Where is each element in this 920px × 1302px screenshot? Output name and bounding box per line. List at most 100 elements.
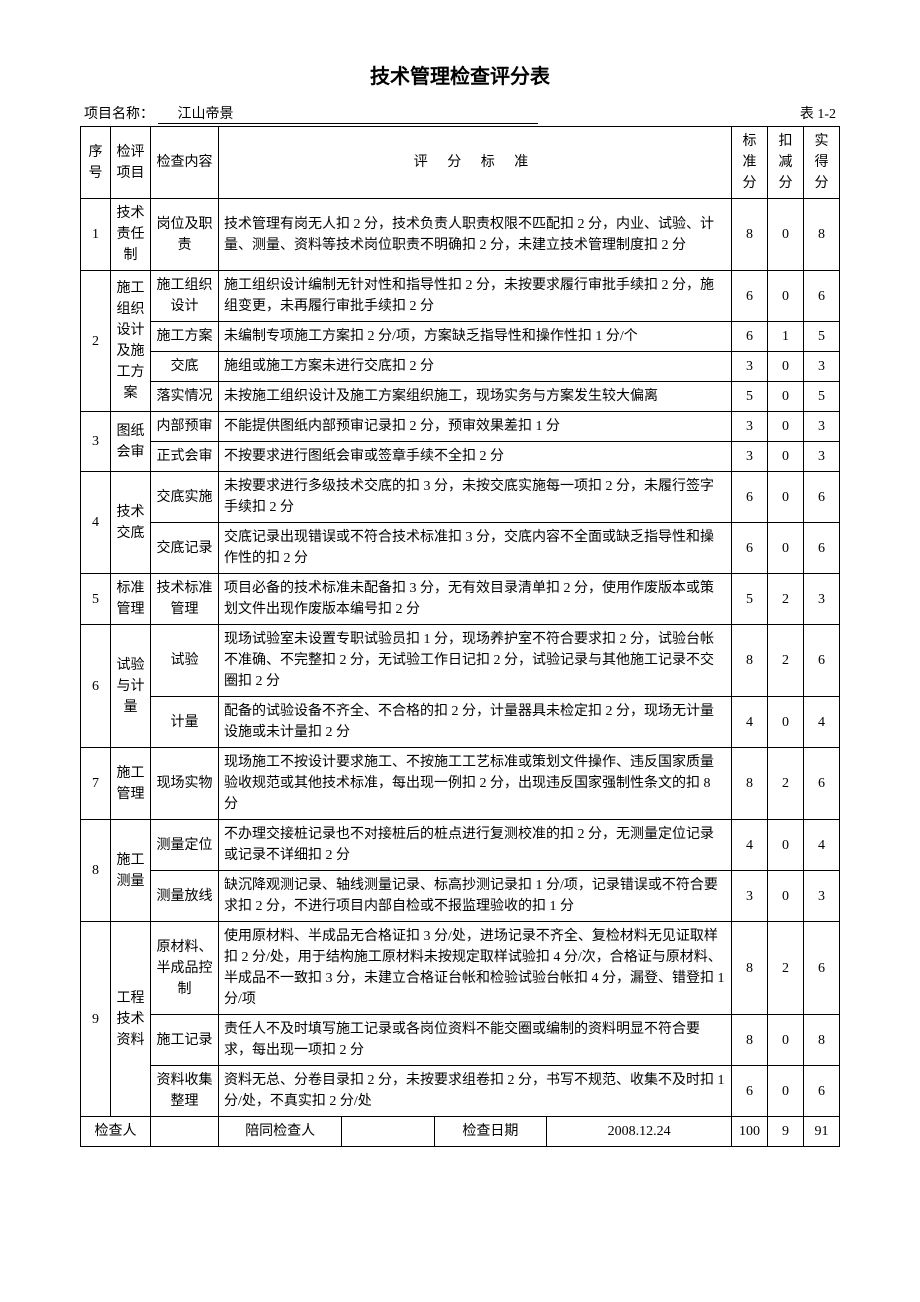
cell-item: 施工组织设计 bbox=[151, 271, 219, 322]
score-table: 序号 检评项目 检查内容 评 分 标 准 标准分 扣减分 实得分 1技术责任制岗… bbox=[80, 126, 840, 1147]
cell-deduction: 0 bbox=[768, 697, 804, 748]
table-row: 7施工管理现场实物现场施工不按设计要求施工、不按施工工艺标准或策划文件操作、违反… bbox=[81, 748, 840, 820]
cell-item: 施工方案 bbox=[151, 322, 219, 352]
table-row: 交底记录交底记录出现错误或不符合技术标准扣 3 分，交底内容不全面或缺乏指导性和… bbox=[81, 523, 840, 574]
header-category: 检评项目 bbox=[111, 127, 151, 199]
cell-standard: 3 bbox=[732, 871, 768, 922]
cell-standard: 6 bbox=[732, 523, 768, 574]
cell-criteria: 技术管理有岗无人扣 2 分，技术负责人职责权限不匹配扣 2 分，内业、试验、计量… bbox=[219, 199, 732, 271]
cell-standard: 5 bbox=[732, 574, 768, 625]
cell-standard: 3 bbox=[732, 352, 768, 382]
table-row: 测量放线缺沉降观测记录、轴线测量记录、标高抄测记录扣 1 分/项，记录错误或不符… bbox=[81, 871, 840, 922]
cell-deduction: 2 bbox=[768, 922, 804, 1015]
cell-standard: 8 bbox=[732, 748, 768, 820]
table-number: 表 1-2 bbox=[800, 103, 836, 123]
header-row: 项目名称： 江山帝景 表 1-2 bbox=[80, 103, 840, 124]
header-criteria: 评 分 标 准 bbox=[219, 127, 732, 199]
cell-item: 交底 bbox=[151, 352, 219, 382]
table-row: 施工方案未编制专项施工方案扣 2 分/项，方案缺乏指导性和操作性扣 1 分/个6… bbox=[81, 322, 840, 352]
cell-item: 交底记录 bbox=[151, 523, 219, 574]
table-row: 9工程技术资料原材料、半成品控制使用原材料、半成品无合格证扣 3 分/处，进场记… bbox=[81, 922, 840, 1015]
footer-total-ded: 9 bbox=[768, 1117, 804, 1147]
footer-date-label: 检查日期 bbox=[434, 1117, 547, 1146]
cell-criteria: 不能提供图纸内部预审记录扣 2 分，预审效果差扣 1 分 bbox=[219, 412, 732, 442]
cell-criteria: 责任人不及时填写施工记录或各岗位资料不能交圈或编制的资料明显不符合要求，每出现一… bbox=[219, 1015, 732, 1066]
cell-category: 技术交底 bbox=[111, 472, 151, 574]
footer-total-act: 91 bbox=[804, 1117, 840, 1147]
cell-deduction: 2 bbox=[768, 748, 804, 820]
cell-item: 岗位及职责 bbox=[151, 199, 219, 271]
cell-deduction: 0 bbox=[768, 472, 804, 523]
footer-row: 检查人 陪同检查人 检查日期 2008.12.24 100 9 91 bbox=[81, 1117, 840, 1147]
cell-actual: 3 bbox=[804, 871, 840, 922]
cell-standard: 6 bbox=[732, 322, 768, 352]
footer-date: 2008.12.24 bbox=[547, 1117, 731, 1146]
table-row: 交底施组或施工方案未进行交底扣 2 分303 bbox=[81, 352, 840, 382]
cell-criteria: 缺沉降观测记录、轴线测量记录、标高抄测记录扣 1 分/项，记录错误或不符合要求扣… bbox=[219, 871, 732, 922]
table-row: 4技术交底交底实施未按要求进行多级技术交底的扣 3 分，未按交底实施每一项扣 2… bbox=[81, 472, 840, 523]
table-row: 2施工组织设计及施工方案施工组织设计施工组织设计编制无针对性和指导性扣 2 分，… bbox=[81, 271, 840, 322]
cell-actual: 6 bbox=[804, 922, 840, 1015]
table-body: 1技术责任制岗位及职责技术管理有岗无人扣 2 分，技术负责人职责权限不匹配扣 2… bbox=[81, 199, 840, 1117]
header-standard: 标准分 bbox=[732, 127, 768, 199]
cell-criteria: 项目必备的技术标准未配备扣 3 分，无有效目录清单扣 2 分，使用作废版本或策划… bbox=[219, 574, 732, 625]
cell-actual: 3 bbox=[804, 574, 840, 625]
cell-seq: 3 bbox=[81, 412, 111, 472]
cell-criteria: 使用原材料、半成品无合格证扣 3 分/处，进场记录不齐全、复检材料无见证取样扣 … bbox=[219, 922, 732, 1015]
cell-standard: 3 bbox=[732, 412, 768, 442]
cell-deduction: 0 bbox=[768, 442, 804, 472]
table-row: 资料收集整理资料无总、分卷目录扣 2 分，未按要求组卷扣 2 分，书写不规范、收… bbox=[81, 1066, 840, 1117]
table-row: 计量配备的试验设备不齐全、不合格的扣 2 分，计量器具未检定扣 2 分，现场无计… bbox=[81, 697, 840, 748]
cell-actual: 6 bbox=[804, 271, 840, 322]
cell-criteria: 现场施工不按设计要求施工、不按施工工艺标准或策划文件操作、违反国家质量验收规范或… bbox=[219, 748, 732, 820]
cell-item: 测量定位 bbox=[151, 820, 219, 871]
cell-seq: 2 bbox=[81, 271, 111, 412]
cell-standard: 3 bbox=[732, 442, 768, 472]
cell-criteria: 不办理交接桩记录也不对接桩后的桩点进行复测校准的扣 2 分，无测量定位记录或记录… bbox=[219, 820, 732, 871]
cell-actual: 6 bbox=[804, 748, 840, 820]
cell-deduction: 0 bbox=[768, 352, 804, 382]
cell-standard: 6 bbox=[732, 472, 768, 523]
cell-criteria: 不按要求进行图纸会审或签章手续不全扣 2 分 bbox=[219, 442, 732, 472]
cell-category: 施工组织设计及施工方案 bbox=[111, 271, 151, 412]
cell-standard: 8 bbox=[732, 922, 768, 1015]
cell-category: 标准管理 bbox=[111, 574, 151, 625]
cell-standard: 6 bbox=[732, 1066, 768, 1117]
cell-deduction: 2 bbox=[768, 625, 804, 697]
cell-category: 试验与计量 bbox=[111, 625, 151, 748]
footer-companion bbox=[342, 1117, 434, 1146]
cell-standard: 8 bbox=[732, 199, 768, 271]
cell-deduction: 2 bbox=[768, 574, 804, 625]
cell-actual: 3 bbox=[804, 412, 840, 442]
table-row: 落实情况未按施工组织设计及施工方案组织施工，现场实务与方案发生较大偏离505 bbox=[81, 382, 840, 412]
cell-seq: 7 bbox=[81, 748, 111, 820]
cell-criteria: 资料无总、分卷目录扣 2 分，未按要求组卷扣 2 分，书写不规范、收集不及时扣 … bbox=[219, 1066, 732, 1117]
cell-deduction: 0 bbox=[768, 523, 804, 574]
header-deduction: 扣减分 bbox=[768, 127, 804, 199]
cell-item: 计量 bbox=[151, 697, 219, 748]
table-row: 施工记录责任人不及时填写施工记录或各岗位资料不能交圈或编制的资料明显不符合要求，… bbox=[81, 1015, 840, 1066]
cell-actual: 4 bbox=[804, 697, 840, 748]
header-actual: 实得分 bbox=[804, 127, 840, 199]
cell-actual: 6 bbox=[804, 472, 840, 523]
cell-deduction: 0 bbox=[768, 820, 804, 871]
cell-deduction: 0 bbox=[768, 1066, 804, 1117]
cell-standard: 8 bbox=[732, 625, 768, 697]
cell-seq: 6 bbox=[81, 625, 111, 748]
cell-actual: 6 bbox=[804, 1066, 840, 1117]
cell-actual: 6 bbox=[804, 625, 840, 697]
cell-criteria: 未编制专项施工方案扣 2 分/项，方案缺乏指导性和操作性扣 1 分/个 bbox=[219, 322, 732, 352]
project-name: 江山帝景 bbox=[158, 103, 538, 124]
cell-item: 内部预审 bbox=[151, 412, 219, 442]
table-row: 3图纸会审内部预审不能提供图纸内部预审记录扣 2 分，预审效果差扣 1 分303 bbox=[81, 412, 840, 442]
cell-criteria: 配备的试验设备不齐全、不合格的扣 2 分，计量器具未检定扣 2 分，现场无计量设… bbox=[219, 697, 732, 748]
cell-deduction: 0 bbox=[768, 871, 804, 922]
cell-seq: 1 bbox=[81, 199, 111, 271]
cell-seq: 8 bbox=[81, 820, 111, 922]
cell-item: 现场实物 bbox=[151, 748, 219, 820]
cell-deduction: 0 bbox=[768, 412, 804, 442]
cell-standard: 6 bbox=[732, 271, 768, 322]
footer-inspector bbox=[151, 1117, 219, 1147]
cell-seq: 4 bbox=[81, 472, 111, 574]
cell-actual: 8 bbox=[804, 1015, 840, 1066]
